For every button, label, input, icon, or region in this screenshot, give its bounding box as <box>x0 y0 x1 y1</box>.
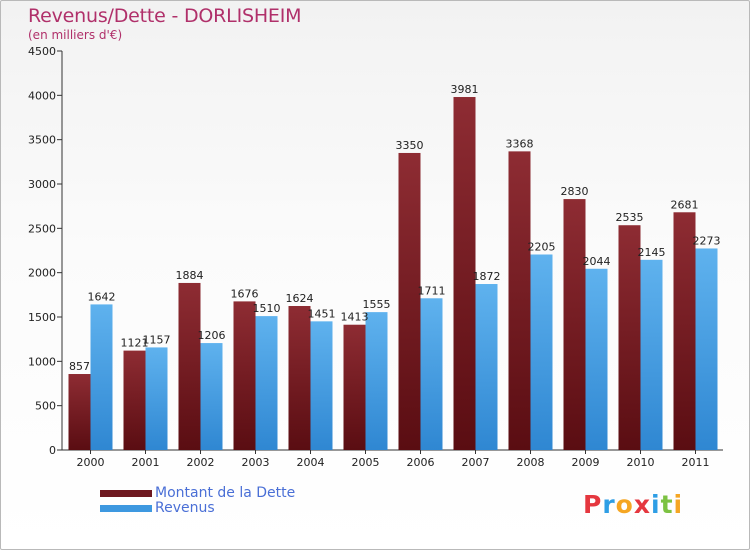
bar-dette <box>68 374 91 450</box>
y-tick-label: 3500 <box>28 134 56 147</box>
bar-revenus <box>420 298 443 450</box>
logo-letter: i <box>673 490 684 519</box>
value-label-revenus: 2273 <box>693 234 721 247</box>
value-label-revenus: 1206 <box>198 329 226 342</box>
logo-letter: P <box>583 490 603 519</box>
bar-revenus <box>255 316 278 450</box>
logo-letter: r <box>602 490 616 519</box>
bar-dette <box>178 282 201 450</box>
value-label-revenus: 1642 <box>88 290 116 303</box>
legend-swatch-dette <box>100 490 152 497</box>
bar-dette <box>508 151 531 450</box>
x-tick-label: 2004 <box>297 456 325 469</box>
x-tick-label: 2003 <box>242 456 270 469</box>
x-tick-label: 2001 <box>132 456 160 469</box>
logo-letter: x <box>633 490 651 519</box>
y-tick-label: 2000 <box>28 267 56 280</box>
bar-revenus <box>365 312 388 450</box>
y-tick-label: 4000 <box>28 89 56 102</box>
legend: Montant de la Dette Revenus <box>100 486 295 516</box>
value-label-dette: 1413 <box>341 311 369 324</box>
legend-label-dette: Montant de la Dette <box>155 485 296 501</box>
value-label-revenus: 1157 <box>143 333 171 346</box>
value-label-dette: 1676 <box>231 287 259 300</box>
bar-dette <box>233 301 256 450</box>
x-tick-label: 2011 <box>682 456 710 469</box>
value-label-revenus: 2145 <box>638 246 666 259</box>
y-tick-label: 1500 <box>28 311 56 324</box>
bar-revenus <box>90 304 113 450</box>
bar-dette <box>618 225 641 450</box>
x-tick-label: 2000 <box>77 456 105 469</box>
bar-dette <box>343 324 366 450</box>
x-tick-label: 2009 <box>572 456 600 469</box>
bar-revenus <box>640 259 663 450</box>
bar-dette <box>123 350 146 450</box>
logo-letter: t <box>660 490 674 519</box>
y-tick-label: 1000 <box>28 355 56 368</box>
bar-revenus <box>200 343 223 450</box>
value-label-dette: 3350 <box>396 139 424 152</box>
legend-label-revenus: Revenus <box>155 500 215 516</box>
legend-swatch-revenus <box>100 505 152 512</box>
value-label-dette: 1624 <box>286 292 314 305</box>
value-label-dette: 2535 <box>616 211 644 224</box>
x-tick-label: 2007 <box>462 456 490 469</box>
value-label-revenus: 1451 <box>308 307 336 320</box>
value-label-revenus: 1872 <box>473 270 501 283</box>
value-label-revenus: 2205 <box>528 240 556 253</box>
bar-dette <box>398 152 421 450</box>
value-label-revenus: 1510 <box>253 302 281 315</box>
value-label-dette: 1884 <box>176 269 204 282</box>
x-tick-label: 2006 <box>407 456 435 469</box>
bar-revenus <box>145 347 168 450</box>
bar-revenus <box>310 321 333 450</box>
legend-item-dette: Montant de la Dette <box>100 486 295 501</box>
legend-item-revenus: Revenus <box>100 501 295 516</box>
proxiti-logo: Proxiti <box>583 490 683 519</box>
bar-revenus <box>530 254 553 450</box>
value-label-dette: 1121 <box>121 337 149 350</box>
bar-revenus <box>695 248 718 450</box>
bar-revenus <box>475 284 498 450</box>
value-label-dette: 3981 <box>451 83 479 96</box>
y-tick-label: 4500 <box>28 45 56 58</box>
x-tick-label: 2008 <box>517 456 545 469</box>
y-tick-label: 500 <box>35 400 56 413</box>
x-tick-label: 2002 <box>187 456 215 469</box>
logo-letter: i <box>651 490 661 519</box>
bars <box>68 97 718 450</box>
value-label-revenus: 1711 <box>418 284 446 297</box>
y-tick-label: 0 <box>49 444 56 457</box>
chart-title: Revenus/Dette - DORLISHEIM <box>28 5 302 27</box>
value-label-dette: 2830 <box>561 185 589 198</box>
bar-dette <box>673 212 696 450</box>
value-label-dette: 857 <box>69 360 90 373</box>
logo-letter: o <box>615 490 634 519</box>
bar-dette <box>288 306 311 450</box>
y-tick-label: 3000 <box>28 178 56 191</box>
bar-dette <box>453 97 476 450</box>
chart-subtitle: (en milliers d'€) <box>28 28 123 42</box>
y-tick-label: 2500 <box>28 222 56 235</box>
axes: 0 500 1000 1500 2000 2500 3000 3500 4000 4500 2000… <box>28 45 723 469</box>
x-tick-label: 2010 <box>627 456 655 469</box>
value-label-dette: 3368 <box>506 137 534 150</box>
value-label-revenus: 1555 <box>363 298 391 311</box>
bar-revenus <box>585 268 608 450</box>
bar-dette <box>563 199 586 450</box>
x-tick-label: 2005 <box>352 456 380 469</box>
value-label-dette: 2681 <box>671 198 699 211</box>
value-label-revenus: 2044 <box>583 255 611 268</box>
